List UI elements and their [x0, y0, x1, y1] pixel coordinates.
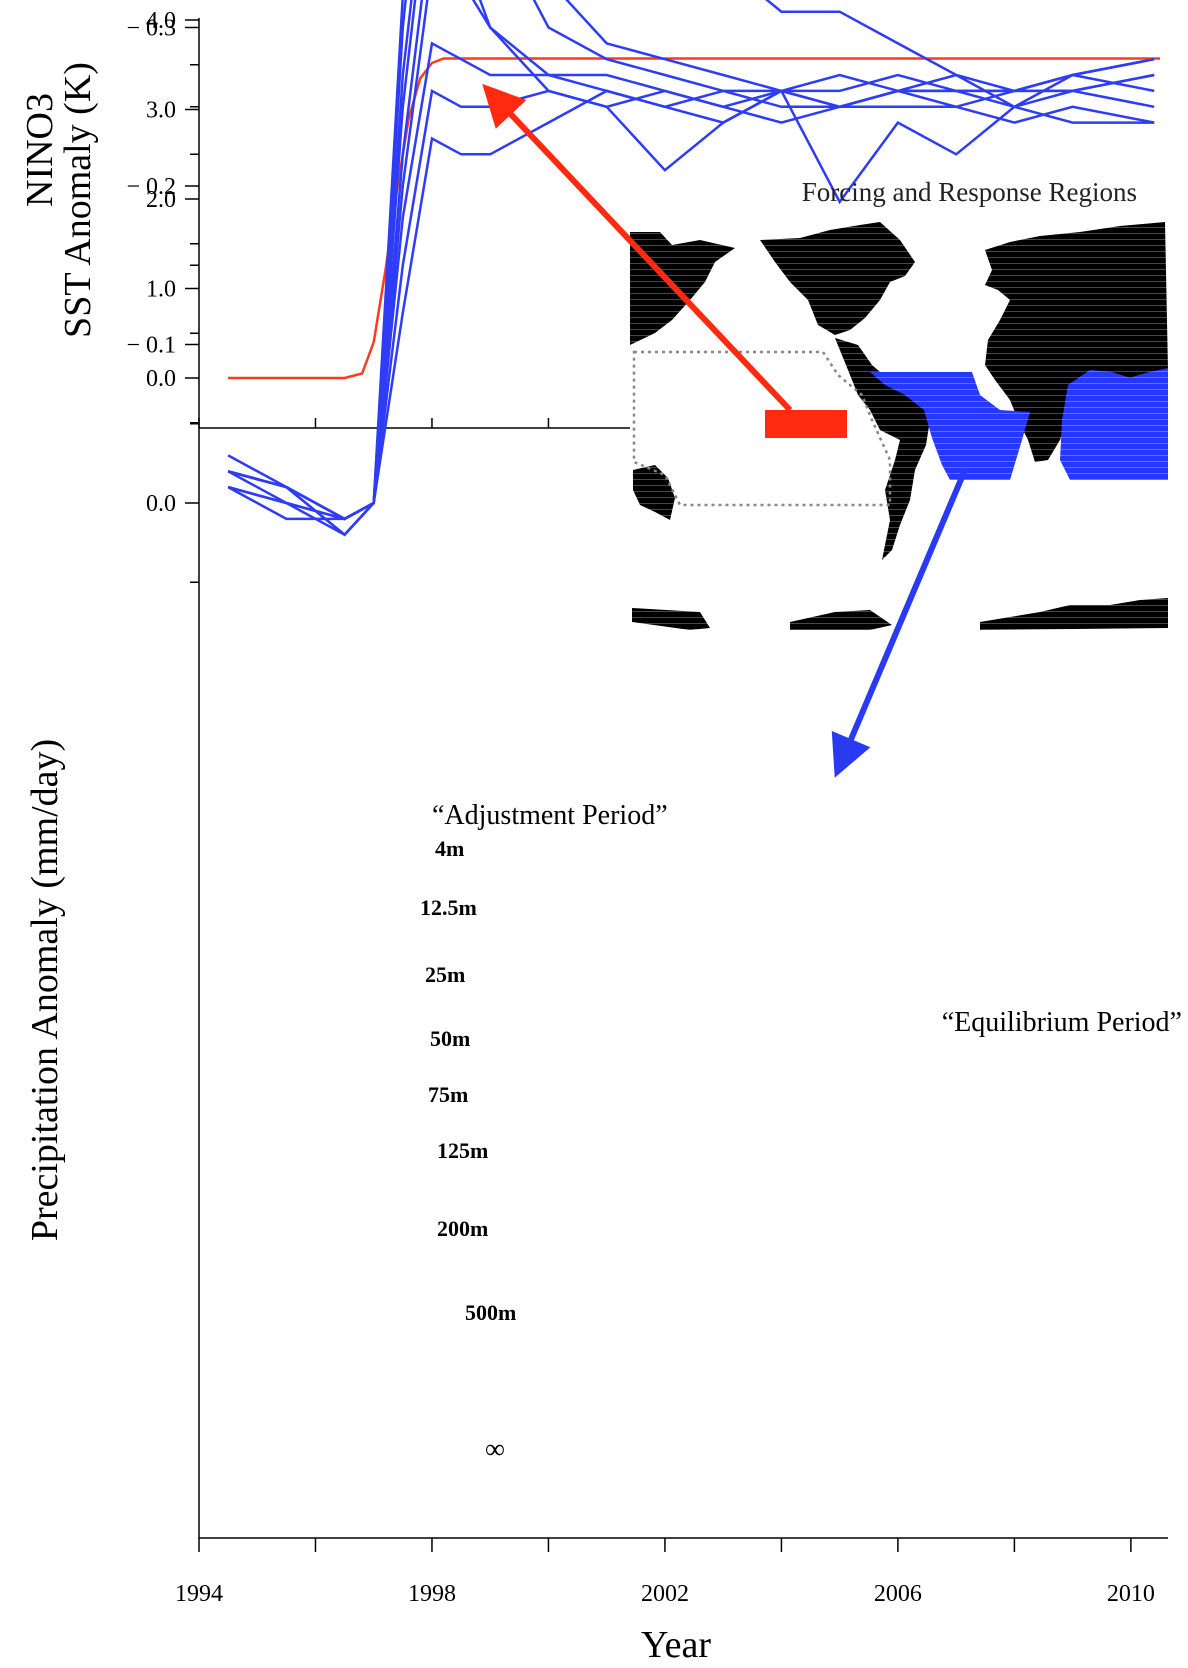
land-greenland: [760, 222, 915, 335]
precip-series-line: [227, 0, 404, 521]
depth-label: 50m: [430, 1026, 470, 1051]
bottom-x-tick-label: 1994: [175, 1581, 223, 1607]
top-y-tick-label: 3.0: [146, 98, 176, 124]
bottom-y-tick-label: − 0.3: [126, 16, 176, 42]
land-europe-africa: [985, 222, 1168, 462]
response-region: [870, 372, 1030, 480]
forcing-region-patch: [765, 410, 847, 438]
top-y-tick-label: 2.0: [146, 187, 176, 213]
depth-label: 25m: [425, 962, 465, 987]
annotation-equilibrium-period: “Equilibrium Period”: [942, 1007, 1182, 1038]
precip-series-group: [227, 0, 1155, 537]
bottom-y-ticks: 0.0− 0.1− 0.2− 0.3− 0.4− 0.5− 0.6: [126, 16, 199, 583]
top-y-ticks: 0.0 1.0 2.0 3.0 4.0: [146, 8, 199, 424]
bottom-y-tick-label: − 0.2: [126, 174, 176, 200]
top-y-tick-label: 0.0: [146, 366, 176, 392]
depth-labels: 4m 12.5m 25m 50m 75m 125m 200m 500m ∞: [420, 836, 516, 1465]
inset-map-title: Forcing and Response Regions: [802, 177, 1137, 207]
bottom-x-tick-label: 1998: [408, 1581, 456, 1607]
depth-label: 125m: [437, 1138, 488, 1163]
bottom-y-axis-title: Precipitation Anomaly (mm/day): [24, 739, 66, 1241]
land-north-america: [630, 232, 735, 345]
top-y-tick-label: 4.0: [146, 8, 176, 34]
bottom-y-tick-label: 0.0: [146, 491, 176, 517]
response-arrow: [831, 468, 968, 778]
forcing-arrow: [482, 83, 793, 413]
bottom-x-tick-label: 2006: [874, 1581, 922, 1607]
depth-label: 200m: [437, 1216, 488, 1241]
nino3-region-outline: [632, 350, 892, 507]
land-antarctica-mid: [790, 610, 892, 630]
land-antarctica-right: [980, 598, 1168, 630]
nino3-panel: 0.0 1.0 2.0 3.0 4.0 NINO3 SST Anomaly (K): [19, 8, 1160, 429]
top-y-axis-title-line2: SST Anomaly (K): [57, 62, 99, 338]
bottom-x-ticks: 1994 1998 2002 2006 2010: [175, 1538, 1155, 1607]
inset-map: Forcing and Response Regions: [630, 177, 1168, 630]
depth-label: 500m: [465, 1300, 516, 1325]
depth-label: 4m: [435, 836, 464, 861]
bottom-x-tick-label: 2010: [1107, 1581, 1155, 1607]
top-y-axis-title-line1: NINO3: [19, 93, 61, 207]
land-antarctica-left: [632, 608, 710, 630]
bottom-x-tick-label: 2002: [641, 1581, 689, 1607]
bottom-y-tick-label: − 0.1: [126, 333, 176, 359]
x-axis-title: Year: [641, 1624, 711, 1666]
precipitation-panel: 0.0− 0.1− 0.2− 0.3− 0.4− 0.5− 0.6 199419…: [24, 0, 1182, 1666]
depth-label: 12.5m: [420, 895, 477, 920]
response-region-east: [1060, 368, 1168, 480]
land-pacific-islands: [633, 465, 675, 520]
depth-label: ∞: [485, 1434, 505, 1465]
top-y-tick-label: 1.0: [146, 277, 176, 303]
annotation-adjustment-period: “Adjustment Period”: [432, 800, 668, 831]
depth-label: 75m: [428, 1082, 468, 1107]
